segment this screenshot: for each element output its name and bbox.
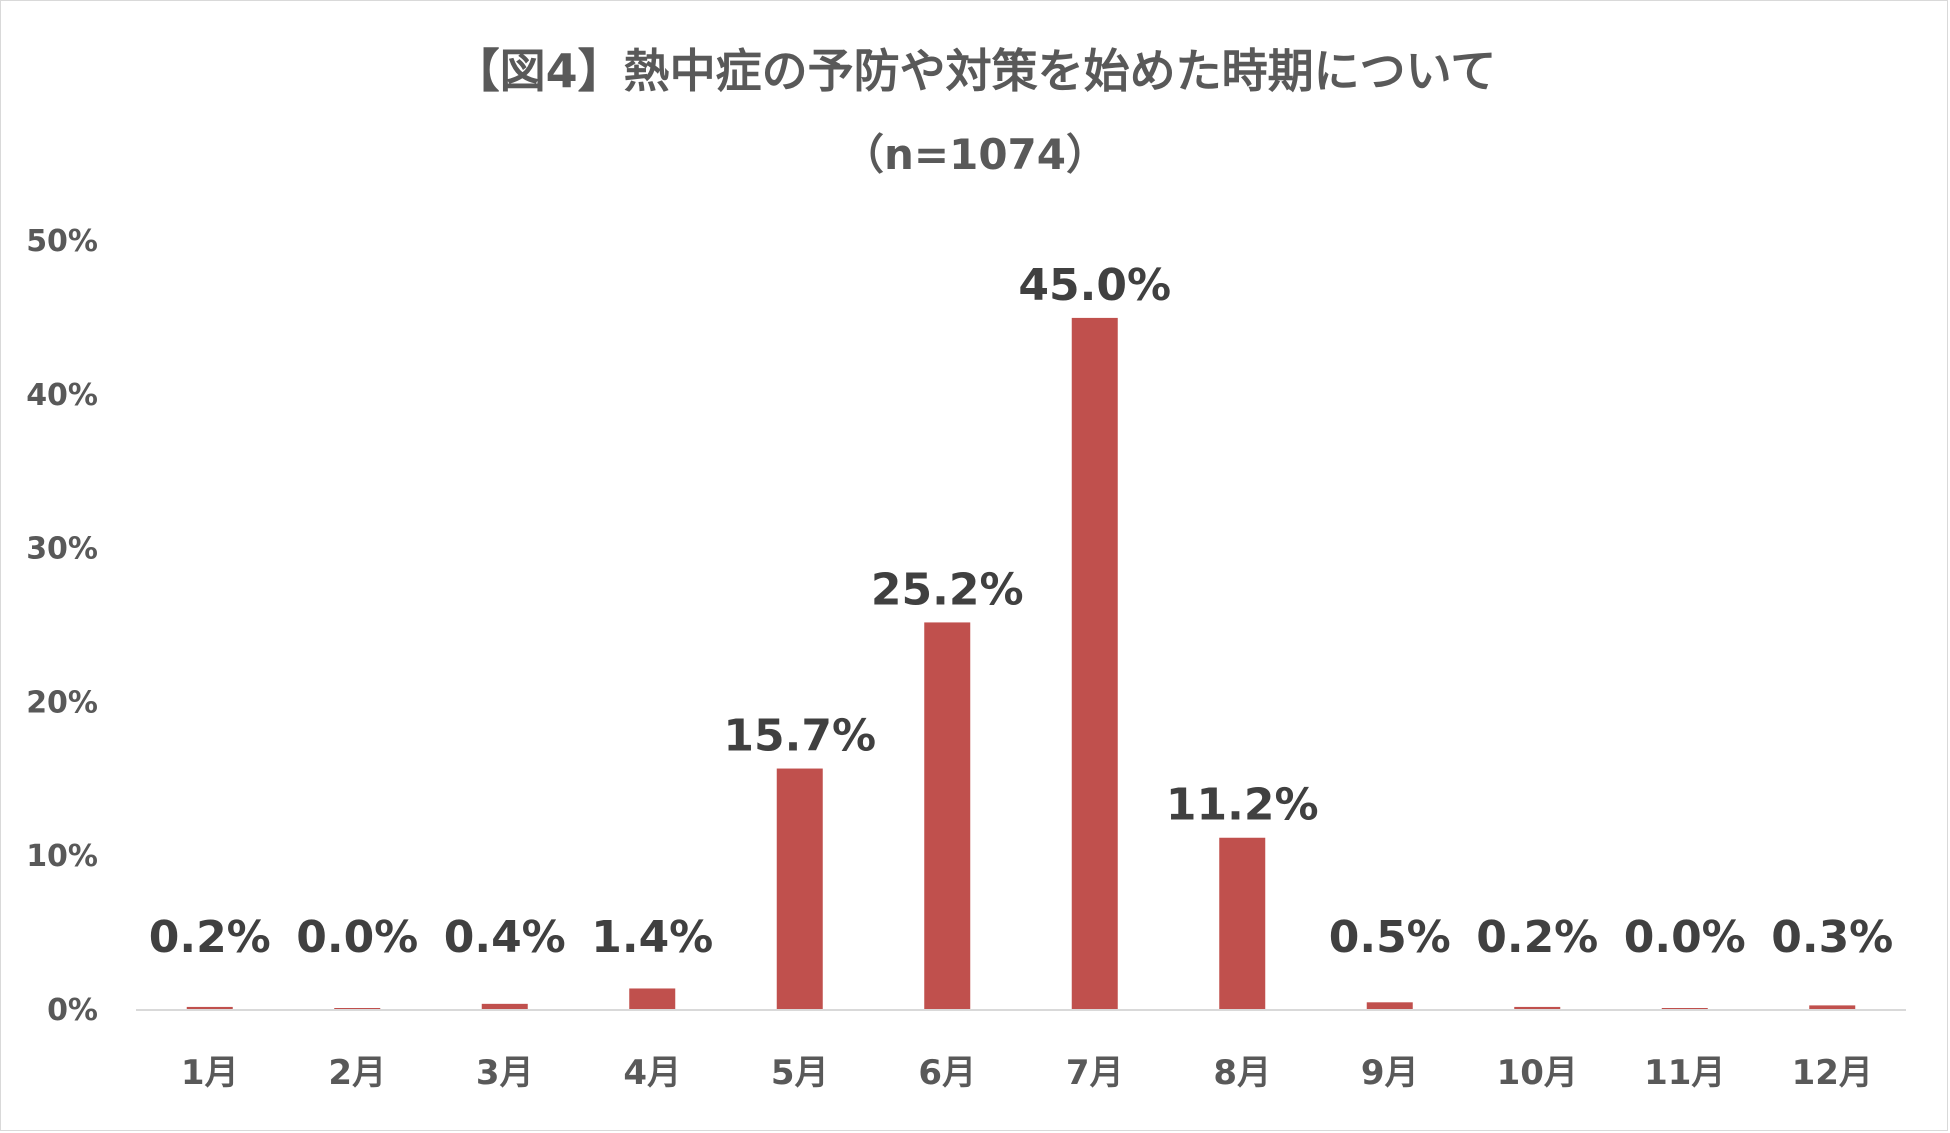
data-label: 45.0% [1018,260,1171,311]
x-tick-label: 6月 [918,1053,976,1093]
x-tick-label: 11月 [1644,1053,1725,1093]
x-tick-label: 9月 [1361,1053,1419,1093]
bar [629,988,676,1010]
data-label: 0.3% [1771,912,1893,963]
chart-title: 【図4】熱中症の予防や対策を始めた時期について [454,44,1497,98]
bar [1071,317,1118,1010]
y-tick-label: 0% [47,993,98,1028]
bar [776,768,823,1010]
data-label: 0.4% [444,912,566,963]
y-tick-label: 50% [26,224,98,259]
x-tick-label: 7月 [1066,1053,1124,1093]
data-label: 0.2% [149,912,271,963]
data-label: 0.0% [296,912,418,963]
y-tick-label: 40% [26,378,98,413]
bars [186,317,1856,1010]
x-tick-label: 3月 [476,1053,534,1093]
bar [1219,837,1266,1010]
x-tick-label: 10月 [1497,1053,1578,1093]
bar [1366,1002,1413,1010]
data-label: 1.4% [591,912,713,963]
y-axis: 0% 10% 20% 30% 40% 50% [26,224,98,1028]
bar [924,622,971,1010]
x-tick-label: 1月 [181,1053,239,1093]
data-label: 25.2% [871,564,1024,615]
data-label: 0.0% [1624,912,1746,963]
x-tick-label: 12月 [1792,1053,1873,1093]
x-tick-label: 2月 [328,1053,386,1093]
bar [1514,1006,1561,1010]
bar [1809,1005,1856,1010]
bar [481,1003,528,1010]
y-tick-label: 30% [26,532,98,567]
y-tick-label: 10% [26,839,98,874]
x-tick-label: 4月 [623,1053,681,1093]
data-label: 0.5% [1329,912,1451,963]
data-labels: 0.2% 0.0% 0.4% 1.4% 15.7% 25.2% 45.0% 11.2% 0.5%… [149,260,1894,963]
x-tick-label: 5月 [771,1053,829,1093]
data-label: 0.2% [1476,912,1598,963]
x-axis: 1月 2月 3月 4月 5月 6月 7月 8月 9月 10月 11月 12月 [136,1009,1906,1093]
data-label: 15.7% [723,711,876,762]
chart-subtitle: （n=1074） [842,130,1108,179]
data-label: 11.2% [1166,780,1319,831]
y-tick-label: 20% [26,685,98,720]
bar [186,1006,233,1010]
x-tick-label: 8月 [1213,1053,1271,1093]
